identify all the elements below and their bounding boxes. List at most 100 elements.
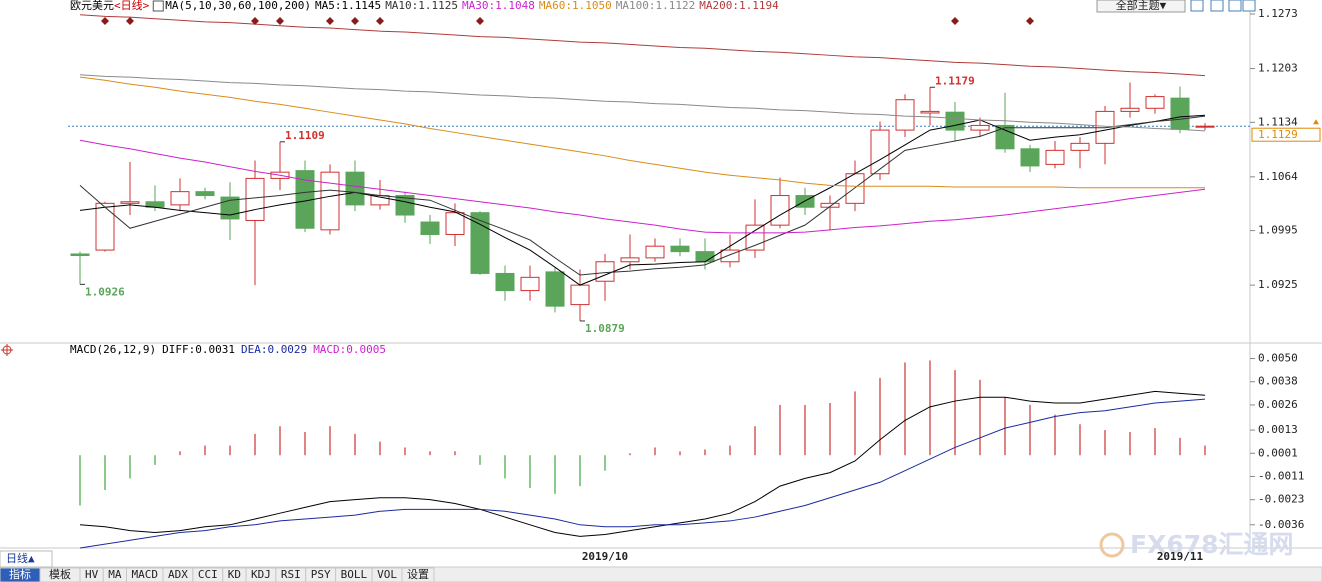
period-tab-label[interactable]: 日线▲ <box>6 551 35 565</box>
toolbar-tab-label[interactable]: 模板 <box>49 567 71 581</box>
candle-body <box>845 173 865 204</box>
signal-marker <box>951 17 959 25</box>
candle-body <box>820 202 840 208</box>
signal-marker <box>251 17 259 25</box>
candle-body <box>1020 148 1040 167</box>
extreme-label: 1.0926 <box>85 285 125 298</box>
ma-line <box>79 14 1206 77</box>
legend-item: MA(5,10,30,60,100,200) <box>165 0 311 12</box>
toolbar-tab-label[interactable]: CCI <box>198 568 218 581</box>
toolbar-tab-label[interactable]: MACD <box>132 568 159 581</box>
signal-marker <box>101 17 109 25</box>
candle-body <box>570 284 590 306</box>
toolbar-tab-label[interactable]: 指标 <box>9 567 31 581</box>
period-tab[interactable] <box>0 550 53 568</box>
legend-icon <box>152 0 164 12</box>
y-tick-label: -0.0011 <box>1258 469 1304 482</box>
icon-button[interactable] <box>1210 0 1224 12</box>
theme-menu[interactable] <box>1096 0 1186 13</box>
candle-body <box>70 253 90 257</box>
toolbar-tab-label[interactable]: KD <box>228 568 241 581</box>
y-tick-label: 1.0925 <box>1258 278 1298 291</box>
candle-body <box>1070 142 1090 151</box>
signal-marker <box>476 17 484 25</box>
y-tick-label: 0.0038 <box>1258 375 1298 388</box>
candle-body <box>1195 125 1215 128</box>
candle-body <box>895 99 915 131</box>
candle-body <box>970 124 990 131</box>
candle-body <box>595 261 615 282</box>
candle-body <box>420 221 440 235</box>
ma-line <box>79 114 1206 286</box>
icon-button[interactable] <box>1242 0 1256 12</box>
legend-item: <日线> <box>114 0 150 12</box>
x-tick-label: 2019/10 <box>582 550 628 563</box>
ma-line <box>79 115 1206 276</box>
candle-body <box>345 171 365 206</box>
toolbar-tab-label[interactable]: ADX <box>168 568 188 581</box>
x-tick-label: 2019/11 <box>1157 550 1204 563</box>
toolbar-tab-label[interactable]: 设置 <box>407 568 429 581</box>
toolbar-tab-label[interactable]: MA <box>108 568 122 581</box>
watermark: FX678汇通网 <box>1130 530 1294 559</box>
ma-line <box>79 76 1205 189</box>
ma-line <box>79 74 1206 132</box>
signal-marker <box>126 17 134 25</box>
icon-button[interactable] <box>1228 0 1242 12</box>
candle-body <box>670 245 690 253</box>
last-price-label: 1.1129 <box>1258 128 1298 141</box>
legend-item: MA30:1.1048 <box>462 0 535 12</box>
y-tick-label: 1.0995 <box>1258 224 1298 237</box>
signal-marker <box>326 17 334 25</box>
toolbar-tab-label[interactable]: PSY <box>311 568 331 581</box>
y-tick-label: 0.0013 <box>1258 423 1298 436</box>
candle-body <box>445 212 465 235</box>
candle-body <box>545 271 565 307</box>
legend-item: MA5:1.1145 <box>315 0 381 12</box>
legend-item: DIFF:0.0031 <box>162 343 235 356</box>
candle-body <box>620 257 640 263</box>
last-price-box <box>1251 127 1321 142</box>
candle-body <box>695 251 715 263</box>
y-tick-label: 1.1134 <box>1258 115 1298 128</box>
candle-body <box>745 224 765 251</box>
legend-item: 欧元美元 <box>70 0 114 12</box>
signal-marker <box>276 17 284 25</box>
y-tick-label: 1.1203 <box>1258 62 1298 75</box>
candle-body <box>720 249 740 263</box>
y-tick-label: 1.1273 <box>1258 7 1298 20</box>
candle-body <box>1120 107 1140 112</box>
legend-item: MACD:0.0005 <box>313 343 386 356</box>
theme-menu-label[interactable]: 全部主题▼ <box>1116 0 1167 12</box>
candle-body <box>645 245 665 259</box>
legend-item: DEA:0.0029 <box>241 343 307 356</box>
candle-body <box>1045 149 1065 165</box>
candle-body <box>120 201 140 204</box>
toolbar-tab[interactable] <box>401 567 435 582</box>
extreme-label: 1.0879 <box>585 322 625 335</box>
toolbar-tab-label[interactable]: HV <box>85 568 99 581</box>
candle-body <box>170 191 190 206</box>
signal-marker <box>376 17 384 25</box>
toolbar-tab-label[interactable]: BOLL <box>341 568 368 581</box>
toolbar-tab-label[interactable]: KDJ <box>251 568 271 581</box>
candle-body <box>470 212 490 274</box>
toolbar-tab-label[interactable]: RSI <box>281 568 301 581</box>
candle-body <box>195 191 215 197</box>
legend-item: MA60:1.1050 <box>539 0 612 12</box>
macd-line <box>79 390 1206 537</box>
last-price-arrow <box>1313 119 1319 125</box>
y-tick-label: -0.0036 <box>1258 518 1304 531</box>
y-tick-label: 0.0001 <box>1258 446 1298 459</box>
candle-body <box>245 177 265 221</box>
candle-body <box>920 110 940 114</box>
legend-item: MA100:1.1122 <box>616 0 695 12</box>
toolbar-tab-label[interactable]: VOL <box>377 568 397 581</box>
extreme-label: 1.1179 <box>935 74 975 87</box>
candle-body <box>495 272 515 292</box>
candle-body <box>520 276 540 292</box>
candle-body <box>770 195 790 226</box>
icon-button[interactable] <box>1190 0 1204 12</box>
y-tick-label: 0.0050 <box>1258 352 1298 365</box>
